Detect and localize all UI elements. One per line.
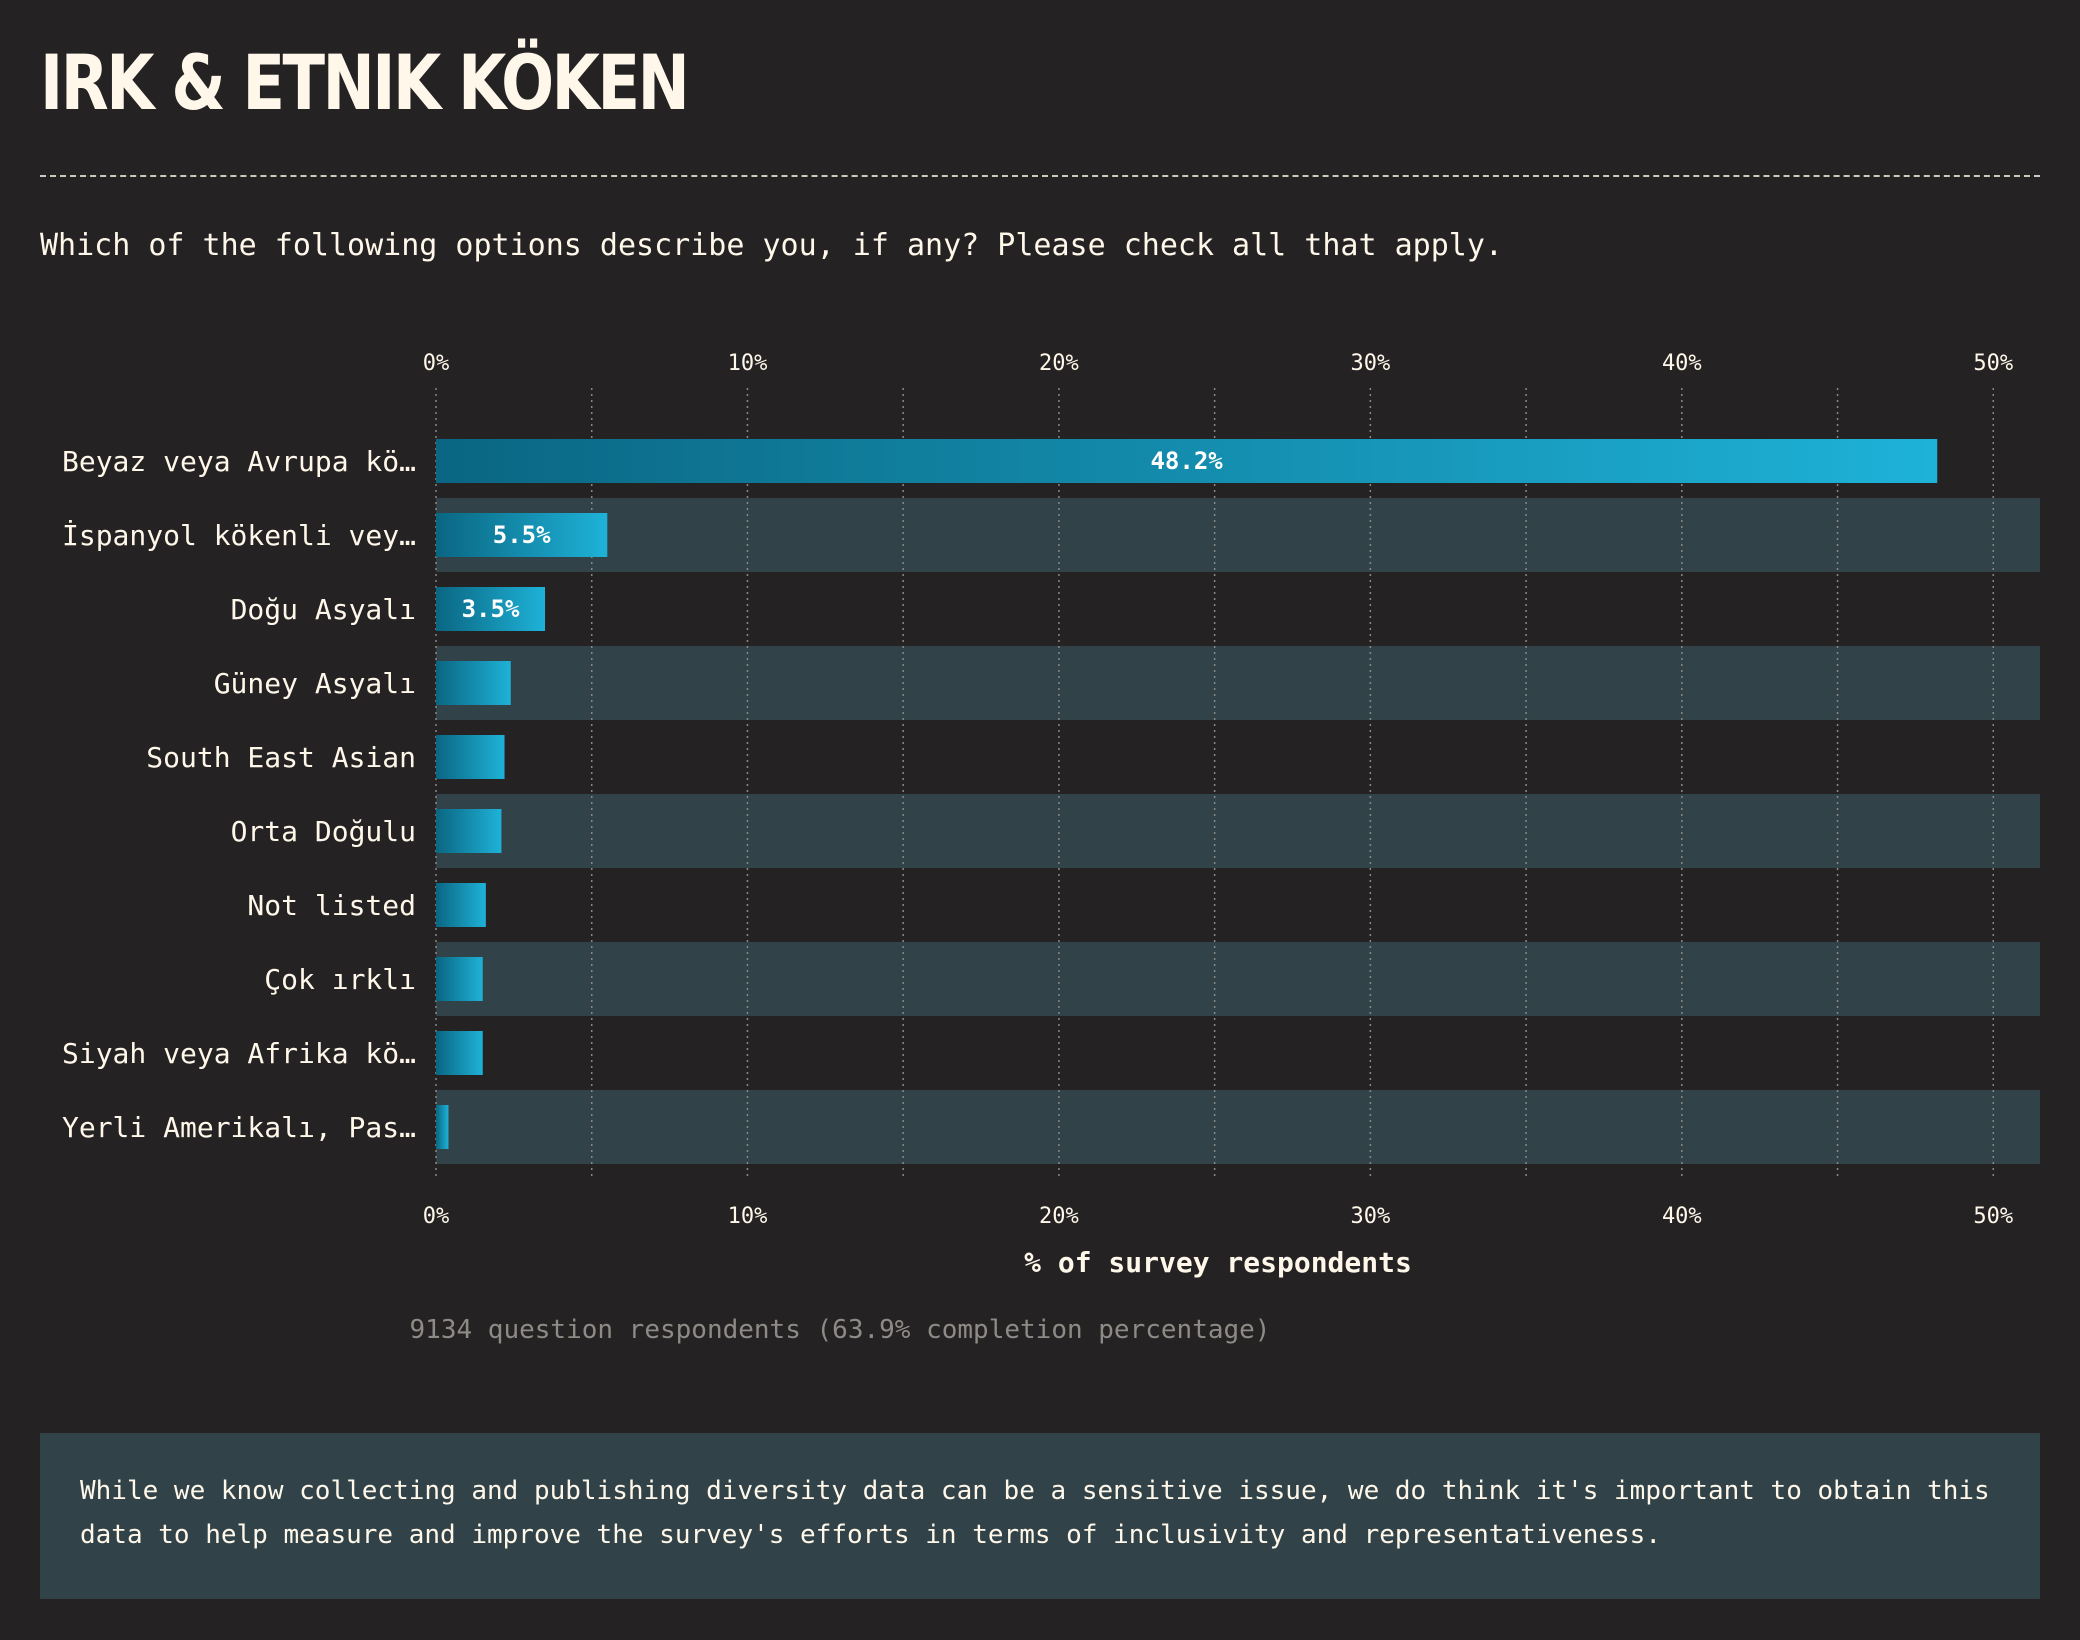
x-tick-label-bottom: 30%	[1350, 1204, 1390, 1229]
x-axis-title: % of survey respondents	[1024, 1246, 1412, 1279]
row-stripe	[436, 942, 2040, 1016]
category-label: Orta Doğulu	[231, 815, 416, 848]
category-label: Beyaz veya Avrupa kö…	[62, 445, 416, 478]
category-label: Güney Asyalı	[214, 667, 416, 700]
category-label: İspanyol kökenli vey…	[62, 519, 416, 552]
x-tick-label-bottom: 50%	[1973, 1204, 2013, 1229]
row-stripe	[436, 646, 2040, 720]
bar	[436, 587, 546, 631]
bar	[436, 735, 505, 779]
bar-value-label: 5.5%	[493, 521, 551, 549]
x-axis-bottom: 0% 10% 20% 30% 40% 50%	[423, 1204, 2013, 1229]
x-tick-label-bottom: 0%	[423, 1204, 450, 1229]
category-label: South East Asian	[146, 741, 416, 774]
x-tick-label-bottom: 40%	[1662, 1204, 1702, 1229]
bar	[436, 809, 502, 853]
category-label: Yerli Amerikalı, Pas…	[62, 1111, 416, 1144]
x-tick-label-top: 50%	[1973, 351, 2013, 376]
respondent-count: 9134 question respondents (63.9% complet…	[409, 1315, 1271, 1345]
bar	[436, 883, 486, 927]
row-stripe	[436, 498, 2040, 572]
row-stripes	[436, 498, 2040, 1164]
title-divider	[40, 175, 2040, 177]
info-note-text: While we know collecting and publishing …	[80, 1476, 1990, 1550]
bar-value-label: 48.2%	[1150, 447, 1223, 475]
info-note: While we know collecting and publishing …	[40, 1433, 2040, 1599]
x-tick-label-bottom: 20%	[1039, 1204, 1079, 1229]
category-label: Doğu Asyalı	[231, 593, 416, 626]
category-label: Siyah veya Afrika kö…	[62, 1037, 416, 1070]
category-labels: Beyaz veya Avrupa kö… İspanyol kökenli ve…	[62, 445, 416, 1144]
bar	[436, 661, 511, 705]
bar	[436, 1105, 449, 1149]
bar	[436, 957, 483, 1001]
x-tick-label-top: 30%	[1350, 351, 1390, 376]
bars: 48.2% 5.5% 3.5%	[436, 439, 1938, 1149]
x-tick-label-bottom: 10%	[728, 1204, 768, 1229]
bar	[436, 439, 1938, 483]
survey-question: Which of the following options describe …	[40, 228, 1503, 263]
page-title: IRK & ETNIK KÖKEN	[40, 38, 690, 127]
x-tick-label-top: 20%	[1039, 351, 1079, 376]
category-label: Çok ırklı	[264, 963, 416, 996]
bar-chart: 48.2% 5.5% 3.5% 0% 10% 20% 30% 40% 50% 0% 10% 20%…	[62, 351, 2040, 1279]
x-axis-top: 0% 10% 20% 30% 40% 50%	[423, 351, 2013, 376]
bar	[436, 1031, 483, 1075]
x-tick-label-top: 40%	[1662, 351, 1702, 376]
bar-value-label: 3.5%	[462, 595, 520, 623]
row-stripe	[436, 1090, 2040, 1164]
x-tick-label-top: 0%	[423, 351, 450, 376]
x-tick-label-top: 10%	[728, 351, 768, 376]
bar	[436, 513, 608, 557]
row-stripe	[436, 794, 2040, 868]
category-label: Not listed	[247, 889, 416, 922]
